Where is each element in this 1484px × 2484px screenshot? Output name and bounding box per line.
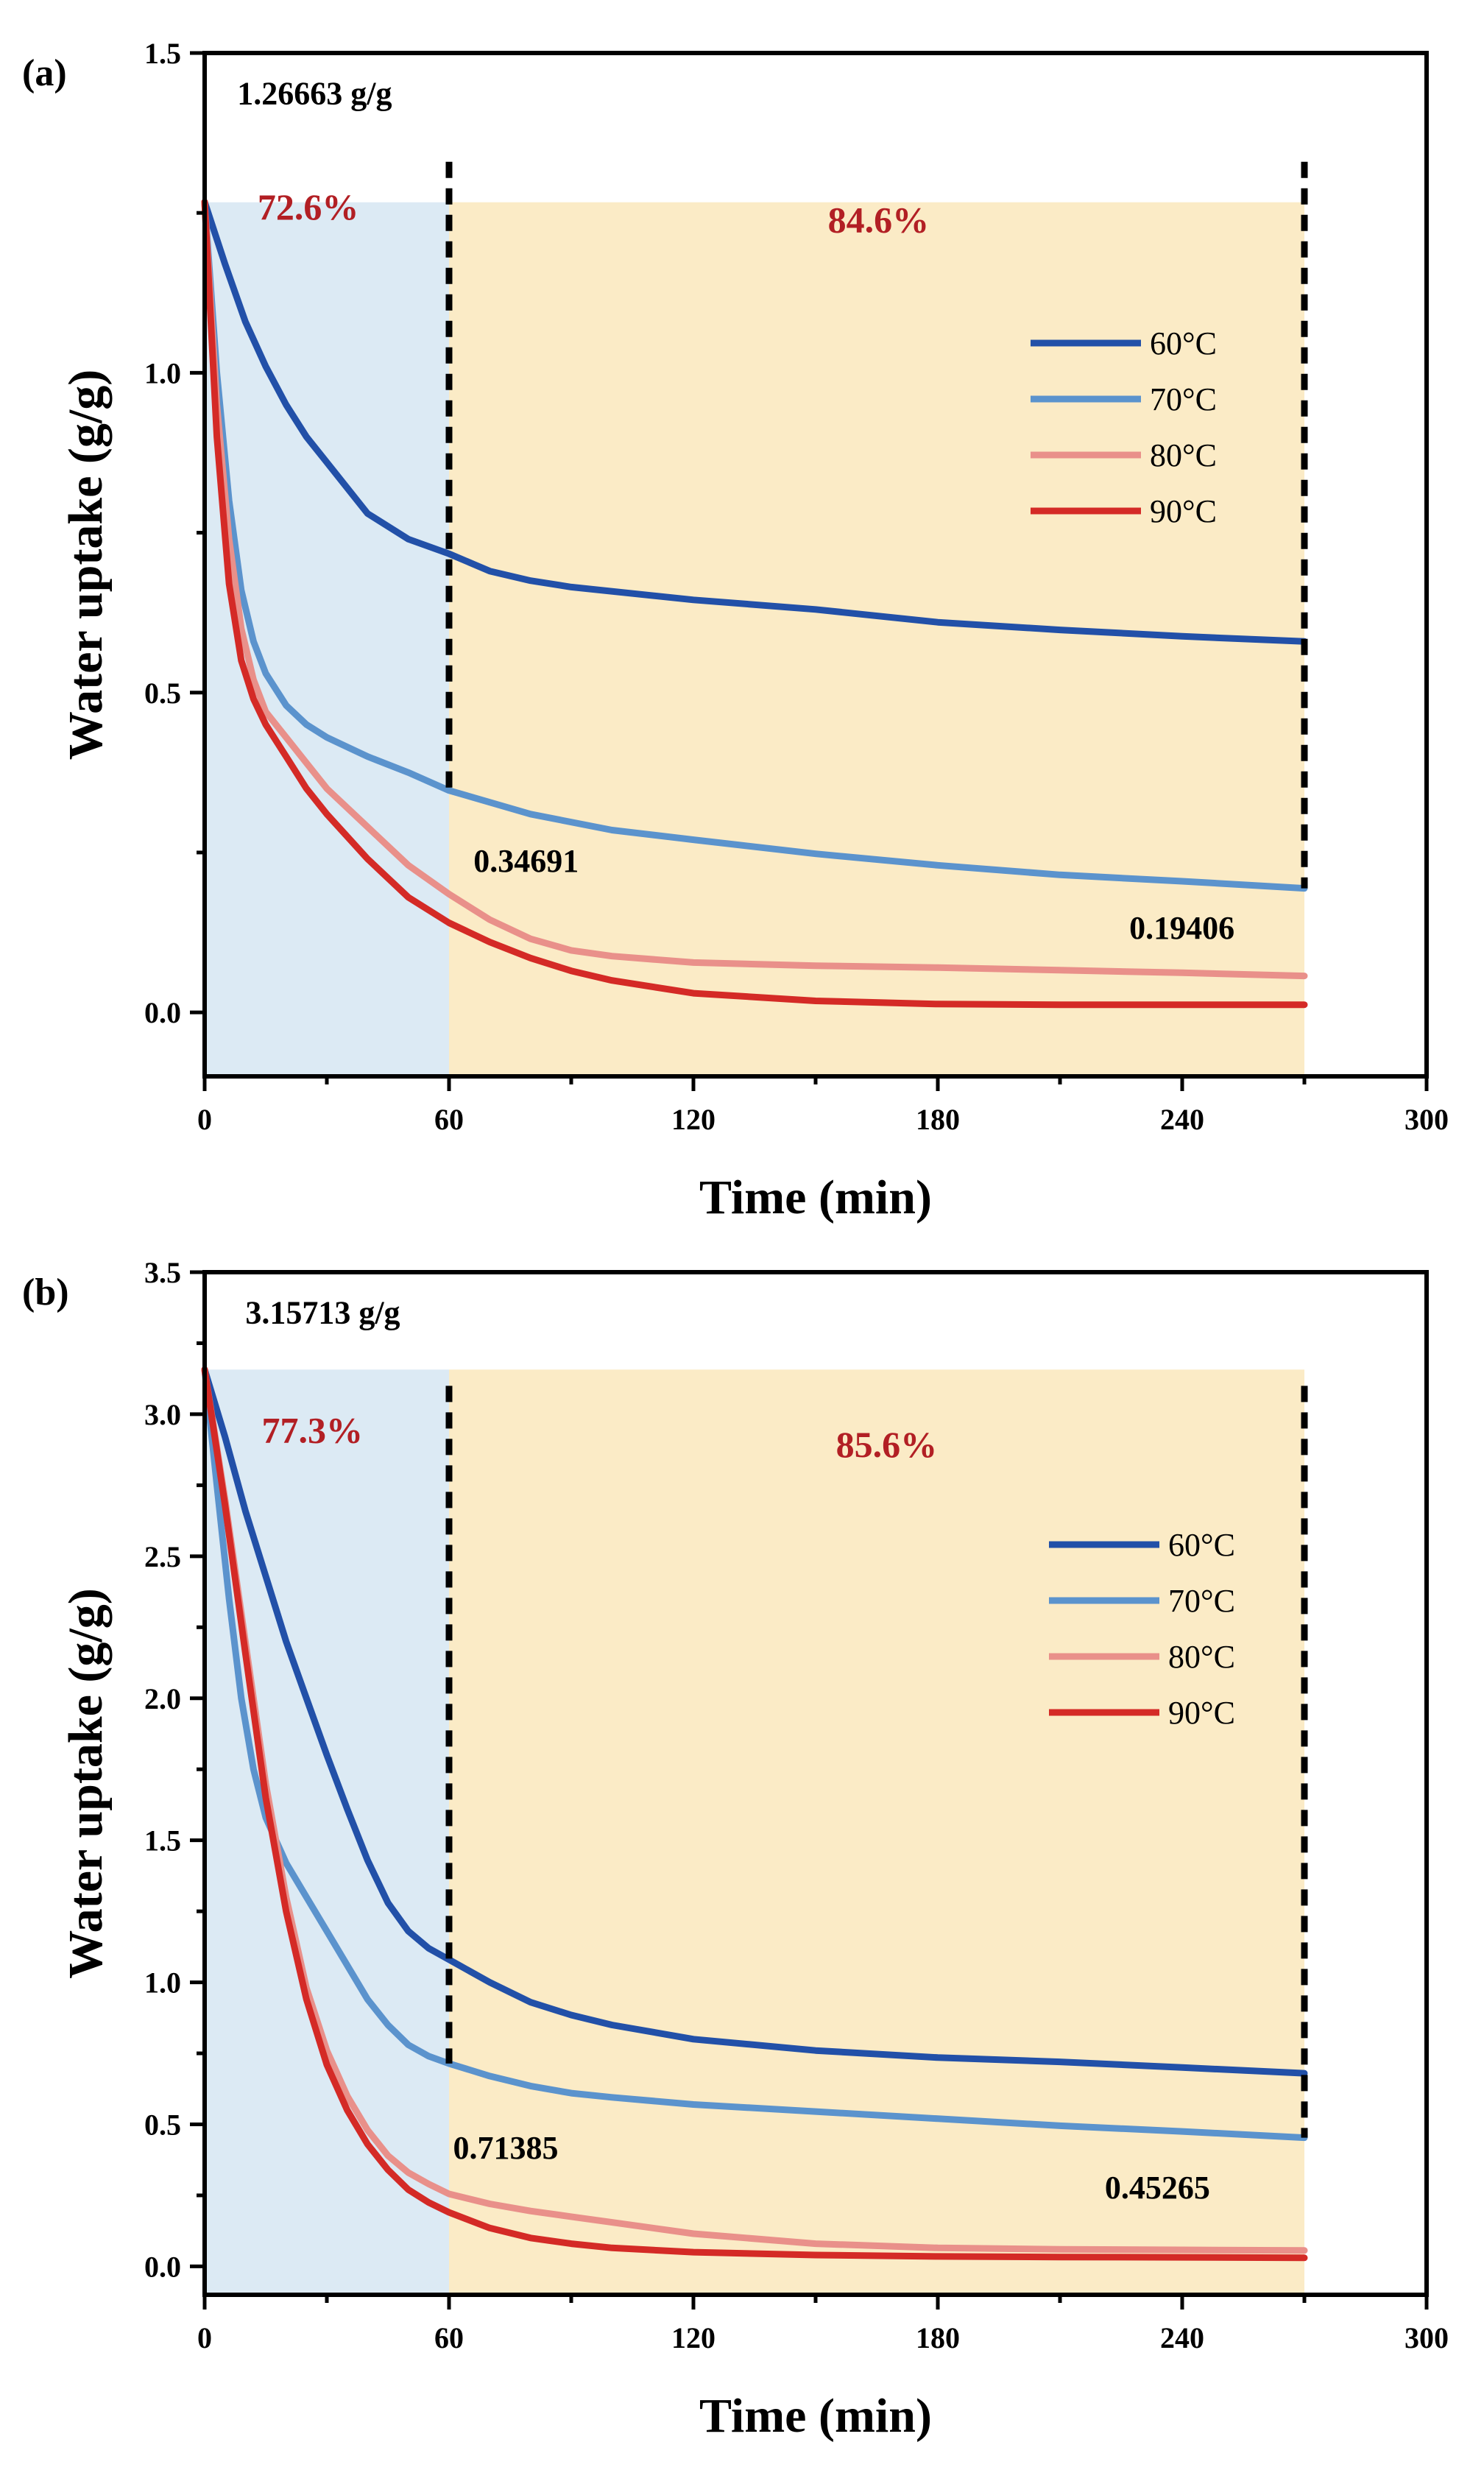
value-annotation-5: 0.45265 <box>1105 2170 1210 2206</box>
y-axis-title: Water uptake (g/g) <box>59 1588 113 1978</box>
series-line-60c <box>201 1366 1308 2077</box>
x-tick-label: 60 <box>434 1103 464 1136</box>
series-line-70c <box>201 198 1308 892</box>
shaded-region-2 <box>449 202 1304 1076</box>
series-line-60c <box>201 198 1308 645</box>
y-tick-label: 0.5 <box>144 677 181 710</box>
x-tick-label: 60 <box>434 2321 464 2354</box>
y-tick-label: 1.0 <box>144 356 181 389</box>
value-annotation-5: 0.19406 <box>1129 910 1234 946</box>
value-annotation-4: 0.34691 <box>473 843 579 879</box>
panel-label: (b) <box>22 1271 69 1313</box>
legend-label-90c: 90°C <box>1150 493 1217 529</box>
legend-label-80c: 80°C <box>1150 437 1217 473</box>
x-tick-label: 180 <box>916 1103 960 1136</box>
series-line-90c <box>201 198 1308 1009</box>
y-tick-label: 1.0 <box>144 1966 181 2000</box>
y-tick-label: 2.5 <box>144 1540 181 1573</box>
y-tick-label: 0.0 <box>144 996 181 1029</box>
x-tick-label: 300 <box>1404 1103 1449 1136</box>
x-tick-label: 0 <box>197 1103 212 1136</box>
y-axis-title: Water uptake (g/g) <box>59 370 113 760</box>
value-annotation-4: 0.71385 <box>453 2130 559 2166</box>
legend: 60°C 70°C 80°C 90°C <box>1049 1527 1235 1731</box>
y-tick-label: 0.0 <box>144 2250 181 2283</box>
series-line-90c <box>201 1366 1308 2262</box>
y-tick-label: 3.5 <box>144 1256 181 1289</box>
percent-annotation-3: 84.6% <box>828 199 930 240</box>
legend-label-60c: 60°C <box>1168 1527 1235 1563</box>
y-tick-label: 1.5 <box>144 37 181 70</box>
legend-label-90c: 90°C <box>1168 1695 1235 1731</box>
shaded-region-1 <box>205 1369 449 2295</box>
value-annotation-1: 1.26663 g/g <box>237 76 392 112</box>
panel-label: (a) <box>22 52 67 94</box>
chart-panel-b: 3.15713 g/g 77.3% 85.6% 0.71385 0.45265 0 60 12… <box>22 1256 1449 2443</box>
x-tick-label: 240 <box>1160 2321 1204 2354</box>
percent-annotation-3: 85.6% <box>836 1424 938 1465</box>
x-tick-label: 120 <box>671 2321 716 2354</box>
legend-label-70c: 70°C <box>1150 381 1217 417</box>
legend-label-70c: 70°C <box>1168 1583 1235 1619</box>
x-tick-label: 0 <box>197 2321 212 2354</box>
y-tick-label: 3.0 <box>144 1398 181 1431</box>
percent-annotation-2: 72.6% <box>258 186 359 227</box>
x-tick-label: 120 <box>671 1103 716 1136</box>
legend-label-80c: 80°C <box>1168 1639 1235 1675</box>
percent-annotation-2: 77.3% <box>261 1410 363 1451</box>
x-axis-title: Time (min) <box>699 1171 932 1224</box>
x-axis-title: Time (min) <box>699 2389 932 2443</box>
x-tick-label: 180 <box>916 2321 960 2354</box>
series-line-80c <box>201 198 1308 980</box>
legend-label-60c: 60°C <box>1150 325 1217 361</box>
chart-panel-a: 1.26663 g/g 72.6% 84.6% 0.34691 0.19406 0 60 12… <box>22 37 1449 1224</box>
x-tick-label: 240 <box>1160 1103 1204 1136</box>
y-tick-label: 2.0 <box>144 1682 181 1715</box>
legend: 60°C 70°C 80°C 90°C <box>1031 325 1217 529</box>
y-tick-label: 1.5 <box>144 1824 181 1857</box>
shaded-region-2 <box>449 1369 1304 2295</box>
value-annotation-1: 3.15713 g/g <box>245 1294 400 1330</box>
y-tick-label: 0.5 <box>144 2109 181 2142</box>
series-line-70c <box>201 1366 1308 2142</box>
x-tick-label: 300 <box>1404 2321 1449 2354</box>
